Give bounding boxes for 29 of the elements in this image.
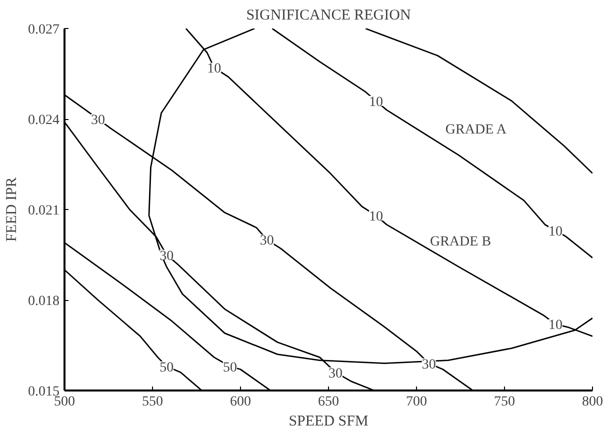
annotation: 50 xyxy=(222,360,237,376)
y-tick-label: 0.027 xyxy=(28,22,60,38)
annotation: 30 xyxy=(260,234,274,249)
annotation: 30 xyxy=(422,357,436,372)
y-tick-label: 0.021 xyxy=(28,204,60,218)
y-tick-label: 0.018 xyxy=(28,294,60,309)
annotation: 30 xyxy=(160,248,174,264)
annotation: 30 xyxy=(328,366,343,382)
chart-title: SIGNIFICANCE REGION xyxy=(246,8,411,24)
x-tick-label: 600 xyxy=(230,394,251,410)
x-tick-label: 550 xyxy=(142,394,163,410)
annotation: 10 xyxy=(369,210,384,225)
x-tick-label: 650 xyxy=(318,394,339,410)
x-tick-label: 700 xyxy=(406,394,427,410)
x-tick-label: 500 xyxy=(54,394,75,410)
x-tick-label: 800 xyxy=(582,394,603,410)
line-series xyxy=(364,28,592,174)
y-tick-label: 0.024 xyxy=(28,113,60,128)
annotation: GRADE A xyxy=(445,122,508,138)
annotation: 10 xyxy=(207,62,222,77)
y-axis-title: FEED IPR xyxy=(4,177,20,242)
x-axis-title: SPEED SFM xyxy=(288,414,368,430)
annotation: 10 xyxy=(369,94,384,110)
annotation: 10 xyxy=(548,318,563,334)
annotation: GRADE B xyxy=(430,234,492,250)
annotation: 30 xyxy=(90,113,105,128)
annotation: 10 xyxy=(548,224,563,240)
annotation: 50 xyxy=(160,360,174,376)
x-tick-label: 750 xyxy=(494,394,515,410)
